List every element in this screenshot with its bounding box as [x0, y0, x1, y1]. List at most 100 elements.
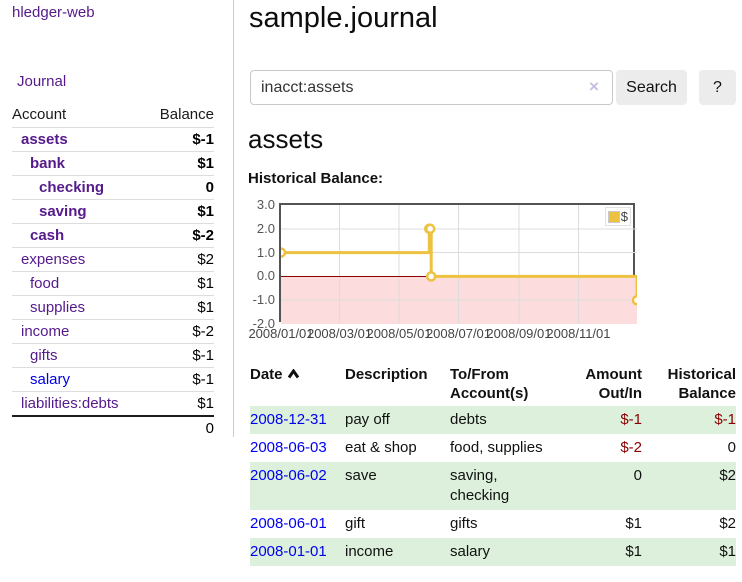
sidebar-account-balance: $1 — [152, 151, 214, 176]
accounts-total-value: 0 — [152, 415, 214, 440]
sidebar-account-row: food $1 — [12, 271, 214, 296]
accounts-table: Account Balance assets $-1 bank $1 checking 0… — [12, 103, 214, 440]
register-date-link[interactable]: 2008-06-01 — [250, 515, 327, 532]
chart-legend: $ — [604, 207, 631, 226]
sidebar-account-link-food[interactable]: food — [30, 275, 60, 292]
register-row: 2008-12-31 pay off debts $-1 $-1 — [250, 406, 736, 434]
sidebar-account-balance: $-2 — [152, 319, 214, 344]
register-balance: $1 — [719, 543, 736, 560]
sidebar-account-link-assets[interactable]: assets — [21, 131, 68, 148]
sidebar-account-balance: $1 — [152, 271, 214, 296]
sidebar-account-link-income[interactable]: income — [21, 323, 70, 340]
sidebar-account-link-checking[interactable]: checking — [39, 179, 105, 196]
register-row: 2008-01-01 income salary $1 $1 — [250, 538, 736, 566]
y-axis-tick-label: 2.0 — [256, 220, 275, 236]
date-column-header[interactable]: Date — [250, 362, 345, 406]
sidebar-account-balance: $-1 — [152, 127, 214, 152]
register-accounts: debts — [450, 411, 487, 428]
account-heading: assets — [248, 124, 324, 154]
sidebar-account-row: cash $-2 — [12, 223, 214, 248]
register-date-link[interactable]: 2008-01-01 — [250, 543, 327, 560]
y-axis-tick-label: 1.0 — [256, 244, 275, 260]
accounts-column-header: To/From Account(s) — [450, 366, 529, 402]
sidebar-account-balance: $-2 — [152, 223, 214, 248]
register-balance: $2 — [719, 467, 736, 484]
sidebar-account-balance: 0 — [152, 175, 214, 200]
register-accounts: saving, checking — [450, 467, 510, 504]
register-amount: 0 — [633, 467, 642, 484]
y-axis-tick-label: -1.0 — [252, 292, 275, 308]
page-title: sample.journal — [249, 2, 438, 34]
chart-plot: $ — [279, 203, 637, 324]
sidebar-account-link-salary[interactable]: salary — [30, 371, 71, 388]
x-axis-tick-label: 2008/09/01 — [486, 326, 552, 341]
sidebar-account-row: supplies $1 — [12, 295, 214, 320]
sidebar-account-balance: $1 — [152, 391, 214, 416]
sidebar-account-row: saving $1 — [12, 199, 214, 224]
register-accounts: salary — [450, 543, 491, 560]
register-balance: 0 — [727, 439, 736, 456]
sidebar-account-row: income $-2 — [12, 319, 214, 344]
sidebar-account-link-bank[interactable]: bank — [30, 155, 66, 172]
register-date-link[interactable]: 2008-12-31 — [250, 411, 327, 428]
sidebar-account-balance: $1 — [152, 295, 214, 320]
chart-title: Historical Balance: — [248, 170, 384, 187]
register-date-link[interactable]: 2008-06-03 — [250, 439, 327, 456]
sidebar-account-row: checking 0 — [12, 175, 214, 200]
register-row: 2008-06-01 gift gifts $1 $2 — [250, 510, 736, 538]
register-amount: $1 — [625, 515, 642, 532]
sidebar-account-link-expenses[interactable]: expenses — [21, 251, 86, 268]
register-accounts: food, supplies — [450, 439, 543, 456]
help-button[interactable]: ? — [699, 70, 736, 105]
search-button[interactable]: Search — [616, 70, 687, 105]
register-table: Date Description To/From Account(s) Amou… — [250, 362, 736, 566]
description-column-header: Description — [345, 366, 428, 383]
sidebar-account-link-liabilities-debts[interactable]: liabilities:debts — [21, 395, 119, 412]
register-row: 2008-06-02 save saving, checking 0 $2 — [250, 462, 736, 510]
x-axis-tick-label: 2008/03/01 — [306, 326, 373, 341]
register-balance: $-1 — [714, 411, 736, 428]
x-axis-tick-label: 2008/05/01 — [366, 326, 432, 341]
y-axis-tick-label: -2.0 — [252, 316, 275, 331]
sidebar-account-row: bank $1 — [12, 151, 214, 176]
register-amount: $-2 — [620, 439, 642, 456]
sidebar-account-balance: $-1 — [152, 367, 214, 392]
historical-balance-chart: 3.0 2.0 1.0 0.0 -1.0 -2.0 $ 2008/01/01 2008/03… — [245, 197, 715, 343]
search-input[interactable] — [250, 70, 613, 105]
sidebar-item-journal[interactable]: Journal — [17, 73, 67, 90]
y-axis-tick-label: 3.0 — [256, 197, 275, 212]
y-axis-tick-label: 0.0 — [256, 268, 275, 284]
register-row: 2008-06-03 eat & shop food, supplies $-2 0 — [250, 434, 736, 462]
sidebar-account-row: salary $-1 — [12, 367, 214, 392]
legend-swatch-icon — [607, 210, 620, 223]
accounts-header-row: Account Balance — [12, 103, 214, 128]
sidebar-account-balance: $2 — [152, 247, 214, 272]
register-accounts: gifts — [450, 515, 478, 532]
register-description: eat & shop — [345, 439, 417, 456]
sidebar-account-link-cash[interactable]: cash — [30, 227, 65, 244]
app-title-link[interactable]: hledger-web — [12, 4, 95, 21]
sidebar-account-link-supplies[interactable]: supplies — [30, 299, 86, 316]
sidebar-account-balance: $-1 — [152, 343, 214, 368]
amount-column-header: Amount Out/In — [585, 366, 642, 402]
register-amount: $-1 — [620, 411, 642, 428]
balance-chart-canvas — [281, 205, 637, 324]
accounts-total-row: 0 — [12, 415, 214, 440]
register-date-link[interactable]: 2008-06-02 — [250, 467, 327, 484]
sidebar-account-row: gifts $-1 — [12, 343, 214, 368]
x-axis-tick-label: 2008/11/01 — [546, 326, 611, 341]
sidebar-account-link-saving[interactable]: saving — [39, 203, 87, 220]
sidebar-account-row: assets $-1 — [12, 127, 214, 152]
balance-column-header-register: Historical Balance — [667, 366, 736, 402]
sidebar-account-balance: $1 — [152, 199, 214, 224]
register-description: save — [345, 467, 377, 484]
sidebar-account-link-gifts[interactable]: gifts — [30, 347, 58, 364]
sidebar-account-row: expenses $2 — [12, 247, 214, 272]
x-axis-tick-label: 2008/01/01 — [248, 326, 314, 341]
legend-label: $ — [620, 209, 628, 224]
sort-asc-icon — [287, 369, 299, 379]
account-column-header: Account — [12, 106, 67, 123]
balance-column-header: Balance — [159, 106, 214, 123]
register-description: income — [345, 543, 394, 560]
clear-search-icon[interactable]: × — [589, 77, 599, 96]
